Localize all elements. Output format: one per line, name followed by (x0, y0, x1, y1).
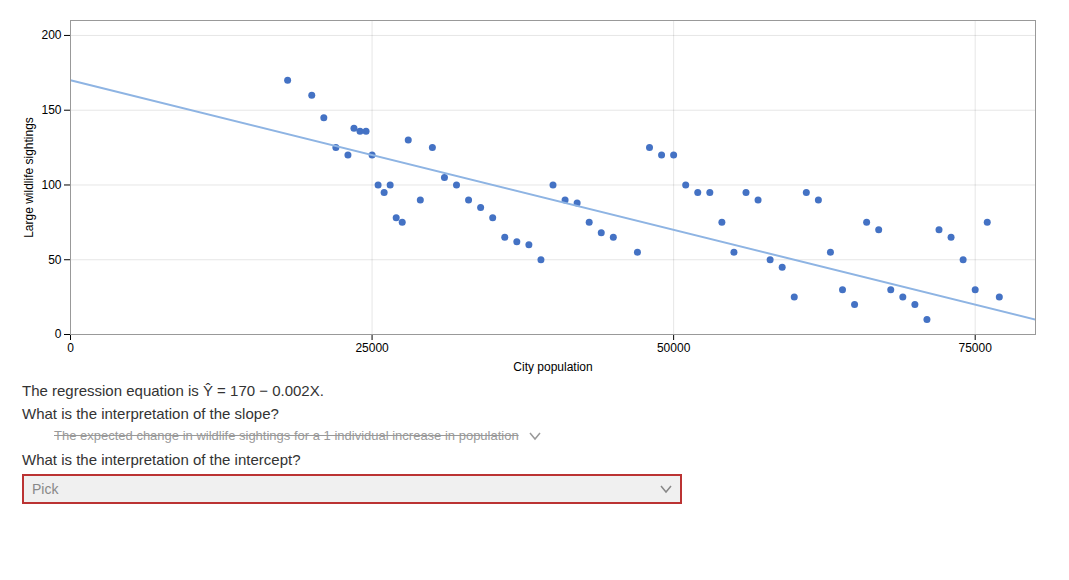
svg-text:0: 0 (55, 327, 62, 341)
svg-text:50: 50 (48, 253, 62, 267)
svg-text:150: 150 (41, 103, 61, 117)
svg-text:50000: 50000 (657, 341, 691, 355)
html-text:What is the interpretation of: What is the interpretation of the interc… (22, 451, 301, 468)
html-text:Pick: Pick (32, 481, 59, 497)
html-text:The regression equation is Ŷ =: The regression equation is Ŷ = 170 − 0.0… (22, 382, 324, 399)
svg-text:100: 100 (41, 178, 61, 192)
svg-text:Large wildlife sightings: Large wildlife sightings (22, 117, 36, 238)
svg-text:25000: 25000 (355, 341, 389, 355)
svg-text:75000: 75000 (959, 341, 993, 355)
html-text:The expected change in wildlif: The expected change in wildlife sighting… (54, 428, 519, 443)
svg-text:200: 200 (41, 28, 61, 42)
html-text:What is the interpretation of: What is the interpretation of the slope? (22, 405, 279, 422)
svg-text:0: 0 (67, 341, 74, 355)
svg-text:City population: City population (513, 360, 592, 374)
